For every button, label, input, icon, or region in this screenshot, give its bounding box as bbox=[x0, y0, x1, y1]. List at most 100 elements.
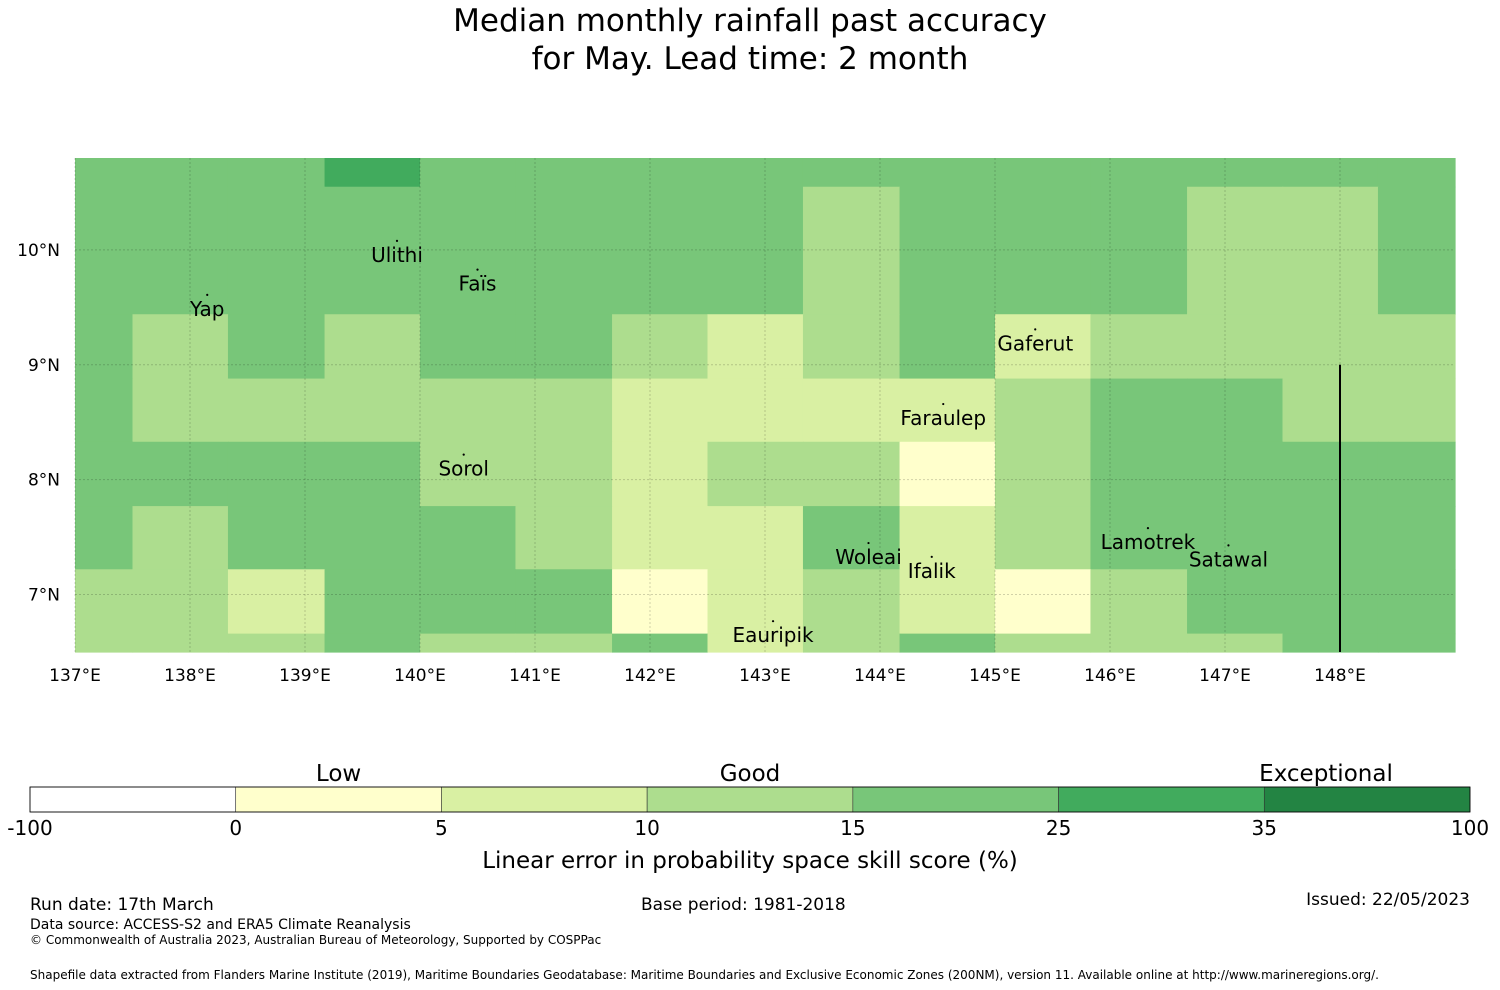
grid-cell bbox=[324, 633, 421, 653]
grid-cell bbox=[1090, 633, 1188, 653]
grid-cell bbox=[707, 569, 804, 635]
grid-cell bbox=[1090, 441, 1188, 507]
grid-cell bbox=[324, 378, 421, 443]
legend-tick-label: -100 bbox=[7, 816, 52, 840]
grid-cell bbox=[707, 506, 804, 570]
grid-cell bbox=[515, 378, 613, 443]
island-marker bbox=[867, 541, 870, 545]
legend-swatch bbox=[29, 786, 237, 813]
grid-cell bbox=[1187, 506, 1284, 570]
island-marker bbox=[1034, 328, 1037, 331]
grid-cell bbox=[995, 158, 1092, 188]
grid-cell bbox=[1187, 633, 1284, 653]
longitude-tick-label: 138°E bbox=[164, 666, 216, 686]
grid-cell bbox=[515, 186, 613, 315]
longitude-tick-label: 139°E bbox=[279, 666, 331, 686]
grid-cell bbox=[227, 506, 326, 570]
latitude-tick-label: 9°N bbox=[28, 356, 60, 376]
grid-cell bbox=[1282, 158, 1379, 188]
island-label: Faïs bbox=[459, 272, 497, 296]
grid-cell bbox=[612, 314, 709, 380]
island-label: Satawal bbox=[1189, 547, 1268, 571]
longitude-tick-label: 148°E bbox=[1314, 666, 1366, 686]
grid-cell bbox=[612, 441, 709, 507]
grid-cell bbox=[227, 633, 326, 653]
grid-cell bbox=[1377, 378, 1456, 443]
grid-cell bbox=[802, 186, 901, 315]
grid-cell bbox=[132, 158, 229, 188]
grid-cell bbox=[899, 441, 996, 507]
copyright-notice: © Commonwealth of Australia 2023, Austra… bbox=[30, 933, 602, 947]
island-marker bbox=[206, 293, 209, 297]
grid-cell bbox=[420, 378, 517, 443]
grid-cell bbox=[75, 158, 134, 188]
grid-cell bbox=[899, 633, 996, 653]
legend-category-label: Good bbox=[720, 761, 781, 787]
legend-swatch bbox=[852, 786, 1059, 813]
grid-cell bbox=[707, 158, 804, 188]
grid-cell bbox=[707, 314, 804, 380]
legend-frame bbox=[29, 786, 1471, 813]
legend-tick-label: 0 bbox=[229, 816, 242, 840]
grid-cell bbox=[995, 186, 1092, 315]
grid-cell bbox=[1090, 506, 1188, 570]
grid-cell bbox=[1377, 158, 1456, 188]
grid-cell bbox=[1377, 506, 1456, 570]
legend-tick-label: 25 bbox=[1046, 816, 1071, 840]
grid-cell bbox=[802, 314, 901, 380]
shapefile-credit: Shapefile data extracted from Flanders M… bbox=[30, 968, 1379, 982]
island-label: Lamotrek bbox=[1101, 530, 1196, 554]
grid-cell bbox=[132, 186, 229, 315]
legend-category-label: Low bbox=[316, 761, 361, 787]
legend-tick-label: 100 bbox=[1451, 816, 1489, 840]
grid-cell bbox=[324, 569, 421, 635]
legend-tick-label: 5 bbox=[435, 816, 448, 840]
island-marker bbox=[942, 402, 945, 406]
map-title-line2: for May. Lead time: 2 month bbox=[531, 41, 969, 77]
grid-cell bbox=[420, 569, 517, 635]
grid-cell bbox=[420, 506, 517, 570]
island-marker bbox=[930, 555, 933, 558]
grid-cell bbox=[1377, 314, 1456, 380]
grid-cell bbox=[1282, 633, 1379, 653]
grid-cell bbox=[707, 378, 804, 443]
legend-swatch bbox=[441, 786, 648, 813]
legend-category-label: Exceptional bbox=[1259, 761, 1393, 787]
grid-cell bbox=[227, 569, 326, 635]
grid-cell bbox=[132, 441, 229, 507]
longitude-tick-label: 143°E bbox=[739, 666, 791, 686]
grid-cell bbox=[995, 569, 1092, 635]
grid-cell bbox=[899, 314, 996, 380]
grid-cell bbox=[324, 158, 421, 188]
grid-cell bbox=[227, 378, 326, 443]
grid-cell bbox=[324, 441, 421, 507]
grid-cell bbox=[1282, 378, 1379, 443]
legend-tick-label: 10 bbox=[634, 816, 659, 840]
issued-date: Issued: 22/05/2023 bbox=[1306, 890, 1470, 910]
grid-cell bbox=[515, 158, 613, 188]
grid-cell bbox=[707, 633, 804, 653]
grid-cell bbox=[227, 441, 326, 507]
grid-cell bbox=[802, 158, 901, 188]
longitude-tick-label: 145°E bbox=[969, 666, 1021, 686]
grid-cell bbox=[420, 158, 517, 188]
grid-cell bbox=[227, 314, 326, 380]
grid-cell bbox=[899, 158, 996, 188]
grid-cell bbox=[995, 506, 1092, 570]
grid-cell bbox=[612, 186, 709, 315]
grid-cell bbox=[132, 506, 229, 570]
grid-cell bbox=[612, 158, 709, 188]
grid-cell bbox=[515, 314, 613, 380]
base-period: Base period: 1981-2018 bbox=[641, 895, 846, 915]
grid-cell bbox=[802, 569, 901, 635]
grid-cell bbox=[1187, 314, 1284, 380]
legend-axis-label: Linear error in probability space skill … bbox=[482, 848, 1018, 874]
grid-cell bbox=[802, 378, 901, 443]
grid-cell bbox=[515, 506, 613, 570]
island-label: Eauripik bbox=[732, 623, 814, 647]
grid-cell bbox=[1282, 314, 1379, 380]
grid-cell bbox=[227, 158, 326, 188]
grid-cell bbox=[899, 378, 996, 443]
longitude-tick-label: 147°E bbox=[1199, 666, 1251, 686]
island-label: Ulithi bbox=[371, 243, 423, 267]
